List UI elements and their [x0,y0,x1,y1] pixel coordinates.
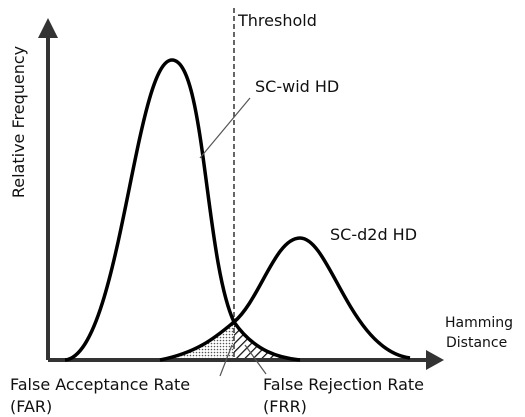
region-label: (FAR) [10,397,52,416]
leader-frr [244,344,267,375]
leader-wid [199,97,251,159]
x-axis-label: Distance [446,335,507,351]
threshold-label: Threshold [237,11,317,30]
leader-far [219,344,233,377]
x-axis-label: Hamming [445,315,513,331]
y-axis-arrow [38,18,58,38]
frr-region [234,322,300,360]
y-axis-label: Relative Frequency [9,46,28,198]
far-region [160,322,234,360]
region-label: (FRR) [263,397,307,416]
x-axis-arrow [426,350,444,370]
region-label: False Rejection Rate [263,375,424,394]
curve-d2d [159,236,411,362]
curve-label: SC-d2d HD [330,225,417,244]
region-label: False Acceptance Rate [10,375,190,394]
curve-wid [64,58,301,362]
curve-label: SC-wid HD [255,77,339,96]
